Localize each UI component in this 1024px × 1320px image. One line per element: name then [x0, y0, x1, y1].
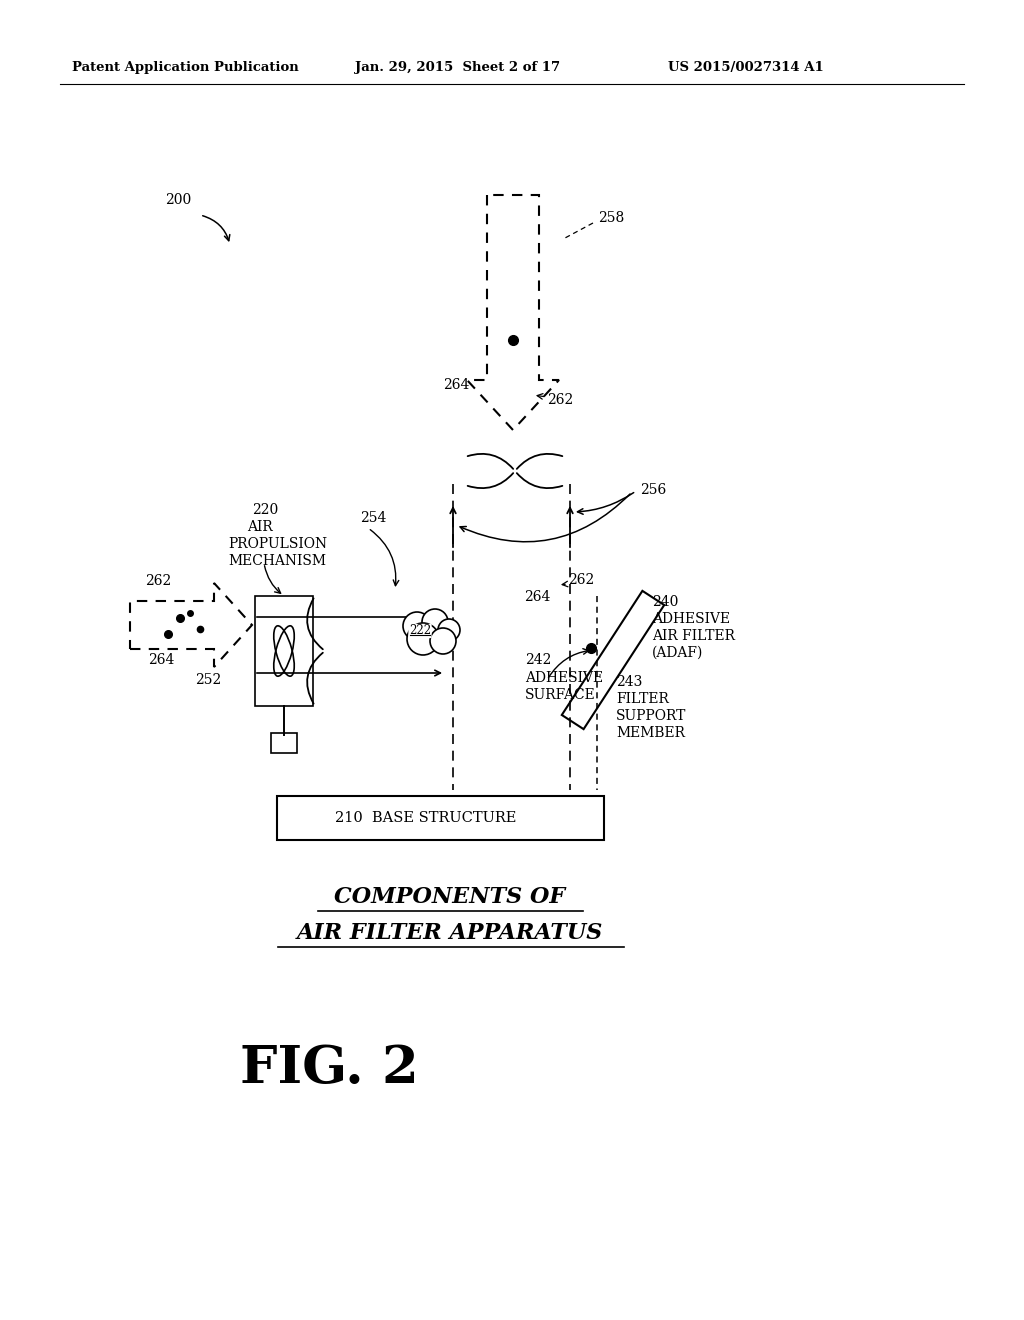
Text: ADHESIVE: ADHESIVE — [525, 671, 603, 685]
Text: SURFACE: SURFACE — [525, 688, 596, 702]
Text: 210  BASE STRUCTURE: 210 BASE STRUCTURE — [335, 810, 516, 825]
Circle shape — [422, 609, 449, 635]
Text: AIR FILTER APPARATUS: AIR FILTER APPARATUS — [297, 921, 603, 944]
Text: SUPPORT: SUPPORT — [616, 709, 686, 723]
Text: US 2015/0027314 A1: US 2015/0027314 A1 — [668, 62, 823, 74]
Text: MECHANISM: MECHANISM — [228, 554, 326, 568]
Text: COMPONENTS OF: COMPONENTS OF — [335, 886, 565, 908]
Circle shape — [407, 623, 439, 655]
Circle shape — [403, 612, 431, 640]
Text: FILTER: FILTER — [616, 692, 669, 706]
Bar — [278, 796, 604, 840]
Bar — [271, 733, 297, 752]
Text: AIR FILTER: AIR FILTER — [652, 630, 735, 643]
Text: 200: 200 — [165, 193, 191, 207]
Text: 220: 220 — [252, 503, 279, 517]
Text: 258: 258 — [598, 211, 625, 224]
Text: Patent Application Publication: Patent Application Publication — [72, 62, 299, 74]
Text: PROPULSION: PROPULSION — [228, 537, 327, 550]
Text: 264: 264 — [524, 590, 550, 605]
Text: 264: 264 — [443, 378, 469, 392]
Text: 262: 262 — [568, 573, 594, 587]
Text: 256: 256 — [640, 483, 667, 498]
Text: 262: 262 — [547, 393, 573, 407]
Bar — [255, 597, 313, 706]
Text: Jan. 29, 2015  Sheet 2 of 17: Jan. 29, 2015 Sheet 2 of 17 — [355, 62, 560, 74]
Text: 264: 264 — [148, 653, 174, 667]
Text: 254: 254 — [360, 511, 386, 525]
Circle shape — [438, 619, 460, 642]
Text: 240: 240 — [652, 595, 678, 609]
Text: ADHESIVE: ADHESIVE — [652, 612, 730, 626]
Text: AIR: AIR — [247, 520, 272, 535]
Text: 222: 222 — [409, 624, 431, 638]
Circle shape — [430, 628, 456, 653]
Text: 252: 252 — [195, 673, 221, 686]
Text: 262: 262 — [145, 574, 171, 587]
Text: MEMBER: MEMBER — [616, 726, 685, 741]
Text: 243: 243 — [616, 675, 642, 689]
Text: FIG. 2: FIG. 2 — [240, 1043, 419, 1093]
Text: 242: 242 — [525, 653, 551, 667]
Text: (ADAF): (ADAF) — [652, 645, 703, 660]
